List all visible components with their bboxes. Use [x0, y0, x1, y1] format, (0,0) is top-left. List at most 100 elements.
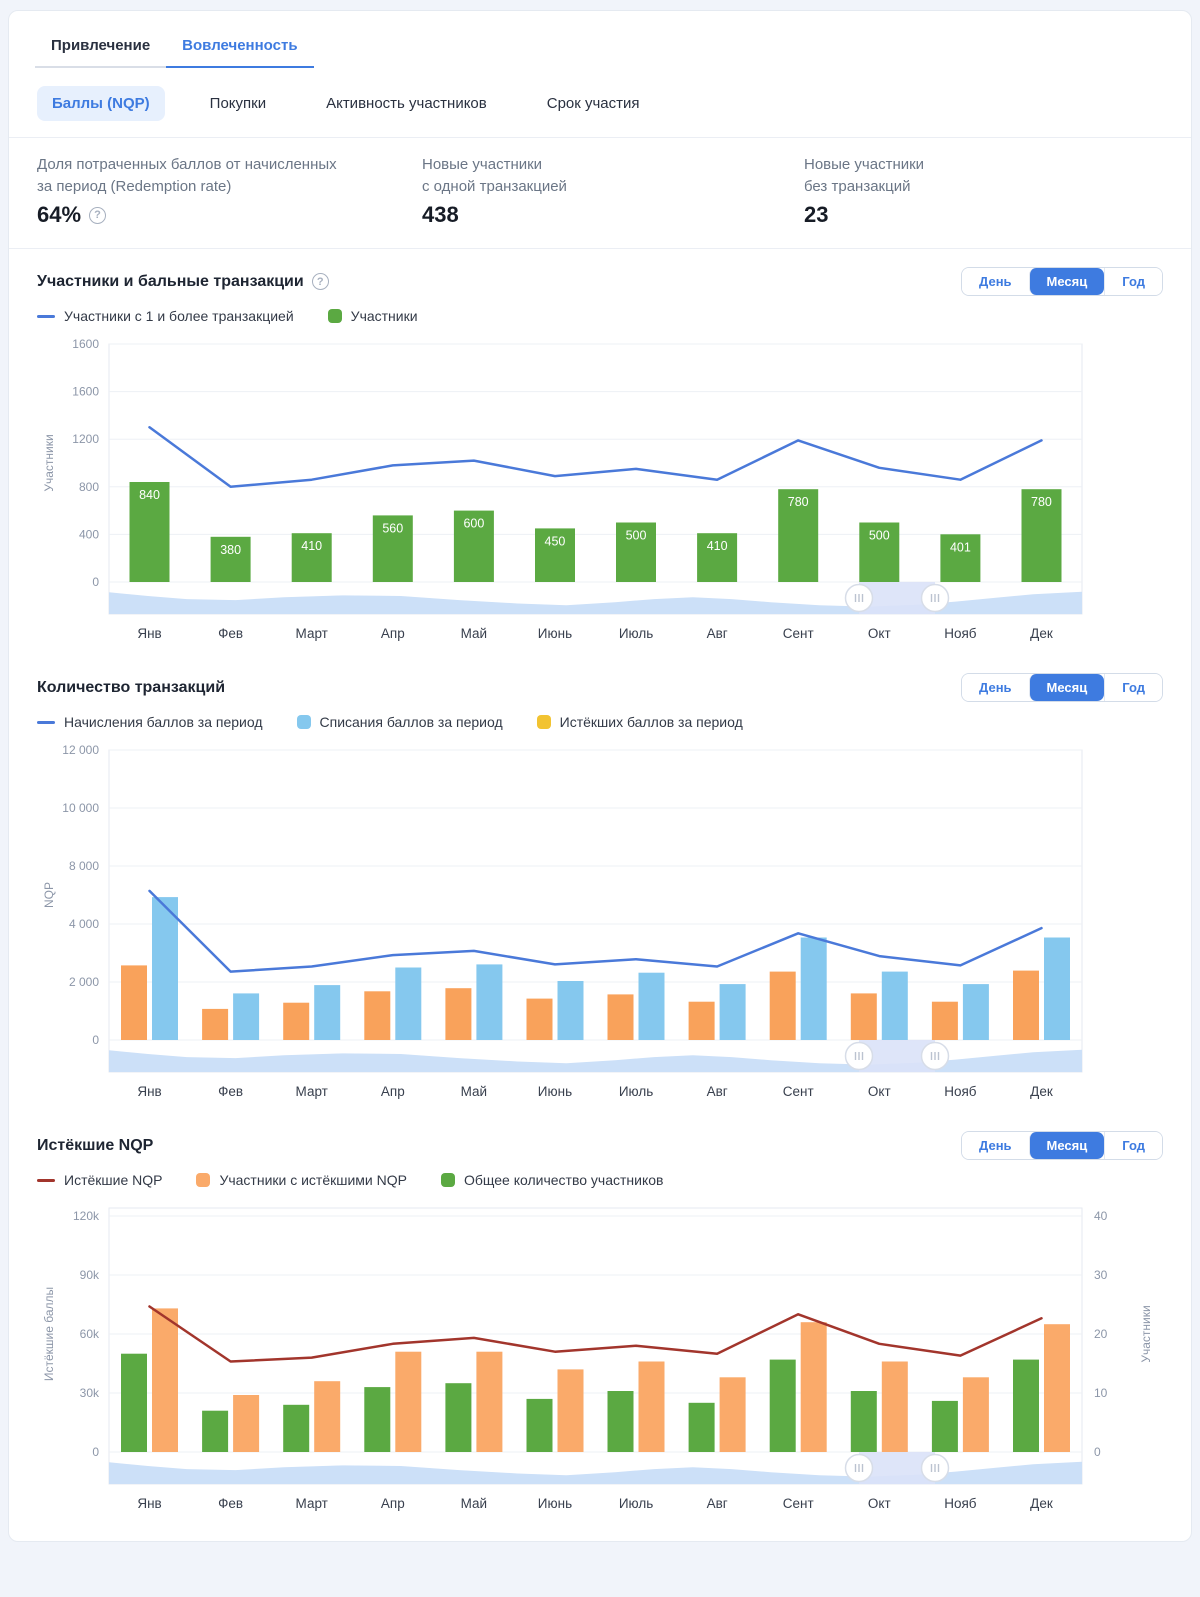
- legend-item[interactable]: Участники: [327, 308, 418, 324]
- x-axis-label: Окт: [868, 626, 891, 641]
- x-axis-label: Авг: [707, 1496, 728, 1511]
- x-axis-label: Дек: [1030, 1084, 1053, 1099]
- x-axis-label: Янв: [137, 626, 161, 641]
- x-axis-label: Окт: [868, 1496, 891, 1511]
- brush-handle[interactable]: [920, 1453, 950, 1483]
- svg-text:40: 40: [1094, 1209, 1108, 1223]
- legend-item[interactable]: Истёкших баллов за период: [536, 714, 743, 730]
- svg-text:Участники: Участники: [42, 434, 56, 491]
- x-axis-label: Июль: [619, 1496, 653, 1511]
- svg-text:400: 400: [79, 527, 99, 541]
- svg-text:12 000: 12 000: [62, 743, 99, 757]
- svg-text:Истёкшие баллы: Истёкшие баллы: [42, 1287, 56, 1381]
- main-tab-1[interactable]: Вовлеченность: [166, 33, 314, 68]
- svg-text:600: 600: [463, 517, 484, 531]
- svg-text:8 000: 8 000: [69, 859, 99, 873]
- x-axis-label: Фев: [218, 1084, 243, 1099]
- legend-label: Истёкшие NQP: [64, 1172, 163, 1188]
- legend-label: Списания баллов за период: [319, 714, 503, 730]
- x-axis-label: Апр: [381, 1496, 405, 1511]
- period-button-год[interactable]: Год: [1104, 674, 1162, 701]
- section-members-transactions: Участники и бальные транзакции ? День Мес…: [9, 249, 1191, 655]
- svg-text:Участники: Участники: [1139, 1305, 1153, 1362]
- svg-text:500: 500: [626, 529, 647, 543]
- svg-text:10: 10: [1094, 1386, 1108, 1400]
- legend-label: Истёкших баллов за период: [559, 714, 743, 730]
- period-button-день[interactable]: День: [962, 1132, 1029, 1159]
- period-button-месяц[interactable]: Месяц: [1028, 1132, 1105, 1159]
- period-button-день[interactable]: День: [962, 674, 1029, 701]
- sub-tab-1[interactable]: Покупки: [209, 95, 267, 112]
- x-axis-label: Июль: [619, 1084, 653, 1099]
- legend-item[interactable]: Общее количество участников: [440, 1172, 664, 1188]
- svg-text:10 000: 10 000: [62, 801, 99, 815]
- svg-text:0: 0: [92, 1445, 99, 1459]
- x-axis-label: Апр: [381, 1084, 405, 1099]
- legend-item[interactable]: Участники с истёкшими NQP: [196, 1172, 407, 1188]
- x-axis-label: Янв: [137, 1084, 161, 1099]
- x-axis-label: Фев: [218, 1496, 243, 1511]
- x-axis-label: Июнь: [538, 626, 572, 641]
- x-axis-label: Июль: [619, 626, 653, 641]
- section-title: Истёкшие NQP: [37, 1136, 154, 1154]
- kpi-label: без транзакций: [804, 178, 911, 195]
- period-button-месяц[interactable]: Месяц: [1028, 674, 1105, 701]
- sub-tab-2[interactable]: Активность участников: [326, 95, 487, 112]
- svg-text:780: 780: [788, 495, 809, 509]
- x-axis-label: Сент: [783, 626, 814, 641]
- svg-text:1600: 1600: [72, 385, 99, 399]
- svg-text:2 000: 2 000: [69, 975, 99, 989]
- x-axis-label: Авг: [707, 626, 728, 641]
- kpi-new-members-no-txn: Новые участники без транзакций 23: [804, 154, 924, 228]
- main-tab-0[interactable]: Привлечение: [35, 33, 167, 68]
- period-button-день[interactable]: День: [962, 268, 1029, 295]
- legend-item[interactable]: Участники с 1 и более транзакцией: [37, 308, 294, 324]
- period-toggle: День Месяц Год: [961, 1131, 1163, 1160]
- legend-item[interactable]: Начисления баллов за период: [37, 714, 263, 730]
- brush-handle[interactable]: [844, 1041, 874, 1071]
- svg-text:30: 30: [1094, 1268, 1108, 1282]
- chart-legend: Начисления баллов за период Списания балл…: [37, 714, 1163, 730]
- x-axis-label: Апр: [381, 626, 405, 641]
- svg-text:120k: 120k: [73, 1209, 100, 1223]
- legend-swatch-icon: [37, 314, 55, 318]
- svg-text:NQP: NQP: [42, 882, 56, 908]
- brush-handle[interactable]: [920, 1041, 950, 1071]
- brush-handle[interactable]: [920, 583, 950, 613]
- legend-item[interactable]: Списания баллов за период: [296, 714, 503, 730]
- help-icon[interactable]: ?: [89, 206, 107, 224]
- brush-handle[interactable]: [844, 1453, 874, 1483]
- svg-text:410: 410: [707, 539, 728, 553]
- legend-label: Общее количество участников: [463, 1172, 664, 1188]
- period-button-месяц[interactable]: Месяц: [1028, 268, 1105, 295]
- sub-tabs: Баллы (NQP) Покупки Активность участников С…: [37, 86, 1163, 121]
- svg-text:0: 0: [1094, 1445, 1101, 1459]
- kpi-row: Доля потраченных баллов от начисленных з…: [9, 138, 1191, 248]
- x-axis-label: Март: [296, 626, 328, 641]
- x-axis-label: Нояб: [944, 1496, 977, 1511]
- x-axis-label: Май: [461, 1496, 487, 1511]
- x-axis-label: Май: [461, 626, 487, 641]
- svg-text:401: 401: [950, 540, 971, 554]
- svg-text:90k: 90k: [80, 1268, 100, 1282]
- legend-item[interactable]: Истёкшие NQP: [37, 1172, 162, 1188]
- brush-handle[interactable]: [844, 583, 874, 613]
- svg-text:780: 780: [1031, 495, 1052, 509]
- period-button-год[interactable]: Год: [1104, 1132, 1162, 1159]
- period-toggle: День Месяц Год: [961, 267, 1163, 296]
- section-transactions-count: Количество транзакций День Месяц Год Начис…: [9, 655, 1191, 1113]
- x-axis-label: Март: [296, 1496, 328, 1511]
- legend-swatch-icon: [37, 720, 55, 724]
- x-axis-label: Дек: [1030, 626, 1053, 641]
- legend-swatch-icon: [296, 715, 311, 729]
- period-button-год[interactable]: Год: [1104, 268, 1162, 295]
- kpi-new-members-one-txn: Новые участники с одной транзакцией 438: [422, 154, 804, 228]
- help-icon[interactable]: ?: [311, 273, 329, 290]
- kpi-redemption-rate: Доля потраченных баллов от начисленных з…: [37, 154, 422, 228]
- kpi-value: 438: [422, 202, 459, 227]
- sub-tab-3[interactable]: Срок участия: [546, 95, 640, 112]
- sub-tab-0[interactable]: Баллы (NQP): [37, 86, 165, 121]
- x-axis-label: Фев: [218, 626, 243, 641]
- x-axis-label: Дек: [1030, 1496, 1053, 1511]
- svg-text:450: 450: [545, 534, 566, 548]
